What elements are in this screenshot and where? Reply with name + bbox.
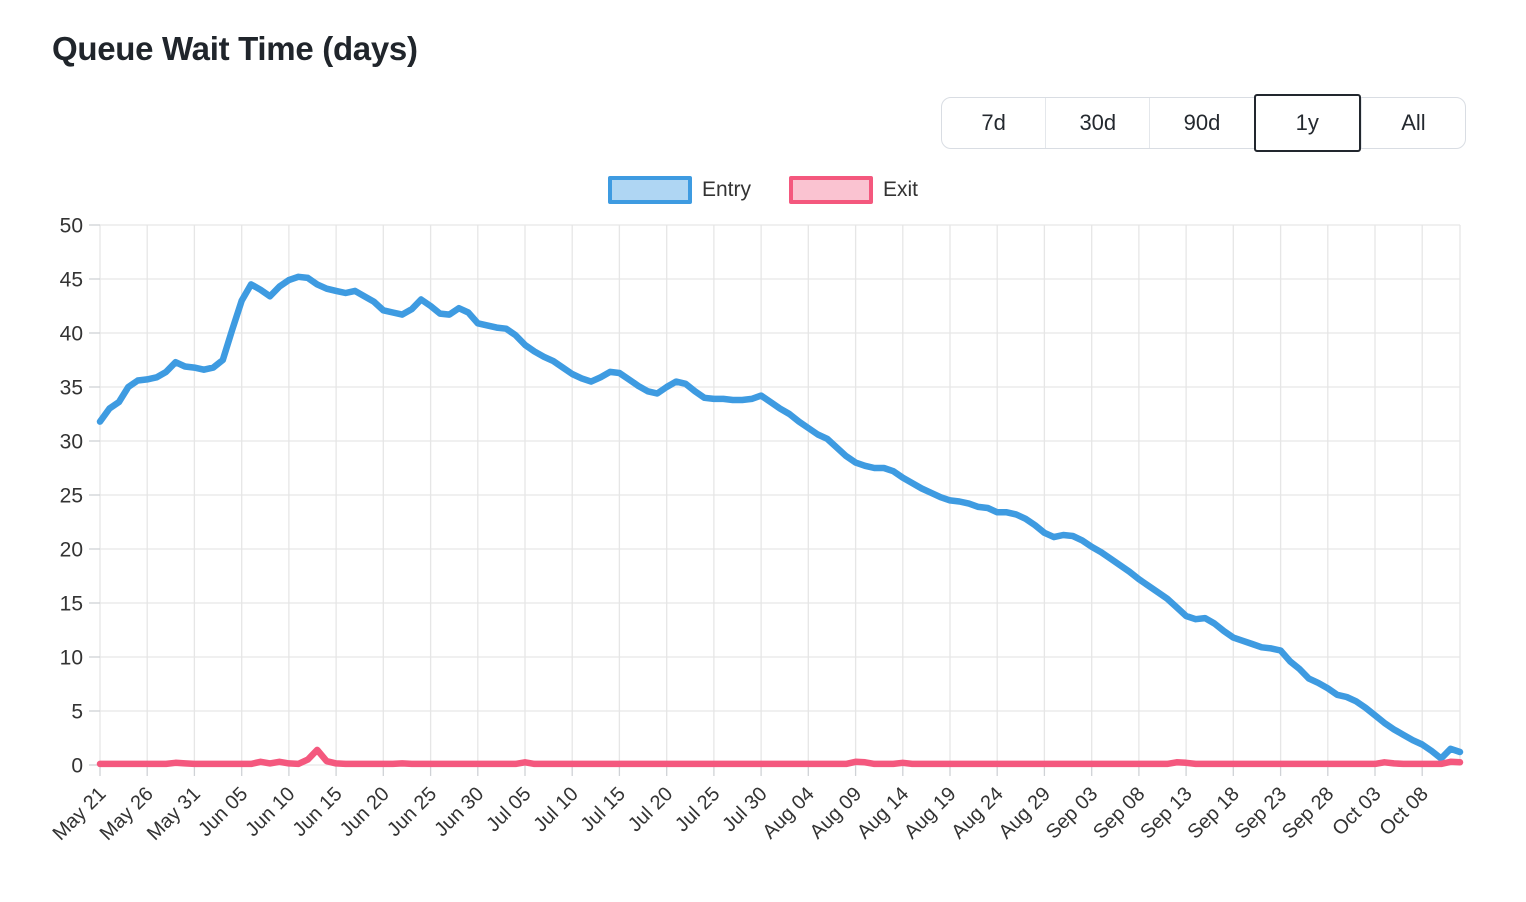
legend-label: Exit — [883, 178, 919, 201]
svg-text:Jul 10: Jul 10 — [529, 783, 582, 836]
legend-label: Entry — [701, 178, 751, 201]
svg-text:Jun 30: Jun 30 — [430, 783, 488, 841]
svg-text:Oct 03: Oct 03 — [1328, 783, 1385, 840]
svg-text:Jun 15: Jun 15 — [289, 783, 347, 841]
svg-text:Jul 05: Jul 05 — [482, 783, 535, 836]
legend-swatch-entry — [607, 176, 692, 204]
svg-text:0: 0 — [71, 755, 83, 778]
legend-item-entry[interactable]: Entry — [607, 176, 751, 204]
svg-text:Aug 09: Aug 09 — [806, 783, 866, 843]
svg-text:Sep 23: Sep 23 — [1231, 783, 1291, 843]
svg-text:35: 35 — [60, 377, 83, 400]
range-button-all[interactable]: All — [1360, 98, 1465, 148]
svg-text:Aug 19: Aug 19 — [900, 783, 960, 843]
svg-text:50: 50 — [60, 215, 83, 238]
series-line-entry — [96, 273, 1464, 762]
range-button-1y[interactable]: 1y — [1253, 94, 1361, 152]
svg-text:10: 10 — [60, 647, 83, 670]
svg-text:Jul 20: Jul 20 — [624, 783, 677, 836]
svg-text:Sep 28: Sep 28 — [1278, 783, 1338, 843]
svg-text:Jun 25: Jun 25 — [383, 783, 441, 841]
svg-text:5: 5 — [71, 701, 83, 724]
svg-text:Sep 18: Sep 18 — [1183, 783, 1243, 843]
chart-title: Queue Wait Time (days) — [52, 30, 418, 67]
svg-text:Sep 13: Sep 13 — [1136, 783, 1196, 843]
svg-text:Jun 10: Jun 10 — [241, 783, 299, 841]
legend-swatch-exit — [789, 176, 873, 204]
svg-text:15: 15 — [60, 593, 83, 616]
range-button-90d[interactable]: 90d — [1149, 98, 1253, 148]
svg-text:Jun 20: Jun 20 — [336, 783, 394, 841]
svg-text:Sep 03: Sep 03 — [1042, 783, 1102, 843]
svg-text:Aug 24: Aug 24 — [947, 783, 1007, 843]
svg-text:Jul 25: Jul 25 — [671, 783, 724, 836]
range-button-30d[interactable]: 30d — [1045, 98, 1149, 148]
gridlines — [99, 224, 1461, 766]
svg-text:Jun 05: Jun 05 — [194, 783, 252, 841]
svg-text:45: 45 — [60, 269, 83, 292]
svg-text:Aug 29: Aug 29 — [995, 783, 1055, 843]
svg-text:Sep 08: Sep 08 — [1089, 783, 1149, 843]
svg-text:Aug 04: Aug 04 — [758, 783, 818, 843]
range-button-7d[interactable]: 7d — [942, 98, 1045, 148]
chart-legend: Entry Exit — [0, 176, 1526, 204]
svg-text:Oct 08: Oct 08 — [1376, 783, 1433, 840]
svg-text:Aug 14: Aug 14 — [853, 783, 913, 843]
series-line-exit — [96, 746, 1464, 768]
legend-item-exit[interactable]: Exit — [789, 176, 918, 204]
svg-text:40: 40 — [60, 323, 83, 346]
svg-text:25: 25 — [60, 485, 83, 508]
range-selector: 7d 30d 90d 1y All — [941, 94, 1466, 152]
svg-text:Jul 15: Jul 15 — [577, 783, 630, 836]
svg-text:30: 30 — [60, 431, 83, 454]
svg-text:May 31: May 31 — [143, 783, 205, 845]
svg-text:20: 20 — [60, 539, 83, 562]
y-axis-labels: 0 5 10 15 20 25 30 35 40 45 50 — [60, 215, 83, 778]
